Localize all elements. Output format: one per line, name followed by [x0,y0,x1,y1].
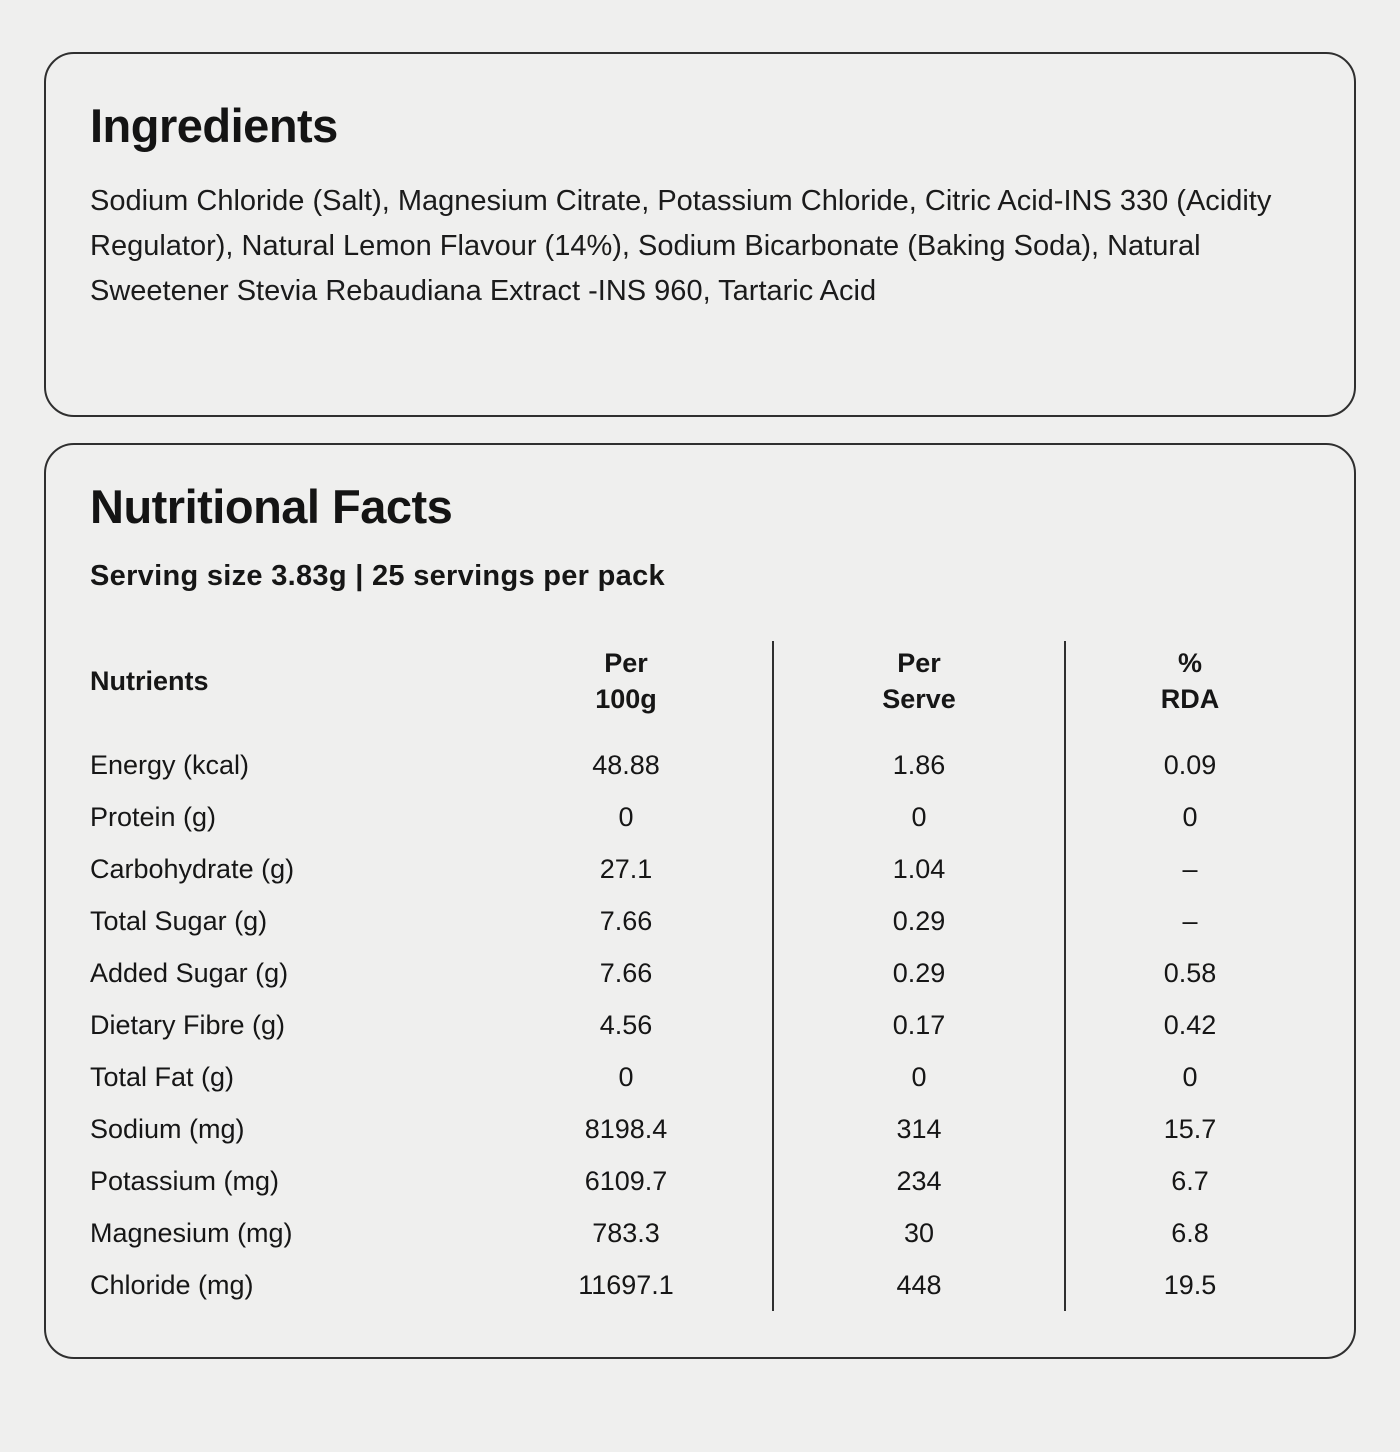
table-row: Protein (g) 0 0 0 [90,791,1314,843]
value-per-serve: 448 [772,1259,1065,1311]
value-per-serve: 30 [772,1207,1065,1259]
table-row: Total Fat (g) 0 0 0 [90,1051,1314,1103]
value-per-serve: 1.04 [772,843,1065,895]
table-row: Total Sugar (g) 7.66 0.29 – [90,895,1314,947]
nutrient-name: Total Sugar (g) [90,905,268,936]
nutrient-name: Chloride (mg) [90,1269,254,1300]
nutrition-facts-card: Nutritional Facts Serving size 3.83g | 2… [44,443,1356,1359]
value-per-serve: 0.29 [772,947,1065,999]
table-row: Potassium (mg) 6109.7 234 6.7 [90,1155,1314,1207]
value-rda: – [1064,843,1314,895]
table-row: Added Sugar (g) 7.66 0.29 0.58 [90,947,1314,999]
nutrient-name: Energy (kcal) [90,749,250,780]
value-per-serve: 1.86 [772,739,1065,791]
value-rda: 0 [1064,1051,1314,1103]
value-per-100g: 7.66 [599,905,653,936]
value-per-100g: 6109.7 [584,1165,668,1196]
table-row: Chloride (mg) 11697.1 448 19.5 [90,1259,1314,1311]
ingredients-card: Ingredients Sodium Chloride (Salt), Magn… [44,52,1356,417]
nutrient-name: Total Fat (g) [90,1061,235,1092]
nutrition-table: Nutrients Per 100g Per Serve % RDA Energ… [90,641,1314,1311]
value-per-serve: 0 [772,1051,1065,1103]
table-row: Energy (kcal) 48.88 1.86 0.09 [90,739,1314,791]
value-per-100g: 783.3 [592,1217,660,1248]
value-per-serve: 234 [772,1155,1065,1207]
value-per-100g: 0 [618,1061,634,1092]
value-rda: 0.58 [1064,947,1314,999]
header-per-serve: Per Serve [772,641,1065,739]
nutrient-name: Sodium (mg) [90,1113,245,1144]
table-row: Magnesium (mg) 783.3 30 6.8 [90,1207,1314,1259]
table-row: Carbohydrate (g) 27.1 1.04 – [90,843,1314,895]
value-per-serve: 0 [772,791,1065,843]
value-rda: – [1064,895,1314,947]
value-per-100g: 7.66 [599,957,653,988]
nutrition-title: Nutritional Facts [90,480,453,533]
table-row: Dietary Fibre (g) 4.56 0.17 0.42 [90,999,1314,1051]
value-rda: 0 [1064,791,1314,843]
value-rda: 0.09 [1064,739,1314,791]
value-per-100g: 8198.4 [584,1113,668,1144]
table-row: Sodium (mg) 8198.4 314 15.7 [90,1103,1314,1155]
value-per-serve: 0.29 [772,895,1065,947]
value-per-100g: 27.1 [599,853,653,884]
value-rda: 0.42 [1064,999,1314,1051]
nutrient-name: Dietary Fibre (g) [90,1009,286,1040]
ingredients-title: Ingredients [90,99,338,152]
nutrient-name: Carbohydrate (g) [90,853,295,884]
value-rda: 6.8 [1064,1207,1314,1259]
nutrient-name: Added Sugar (g) [90,957,289,988]
header-per-100g: Per 100g [595,648,657,714]
value-rda: 15.7 [1064,1103,1314,1155]
serving-info: Serving size 3.83g | 25 servings per pac… [90,560,665,592]
table-header-row: Nutrients Per 100g Per Serve % RDA [90,641,1314,739]
value-per-100g: 48.88 [592,749,660,780]
value-rda: 19.5 [1064,1259,1314,1311]
value-per-100g: 11697.1 [578,1269,674,1300]
value-rda: 6.7 [1064,1155,1314,1207]
value-per-100g: 4.56 [599,1009,653,1040]
nutrient-name: Protein (g) [90,801,217,832]
value-per-serve: 314 [772,1103,1065,1155]
nutrient-name: Potassium (mg) [90,1165,280,1196]
value-per-serve: 0.17 [772,999,1065,1051]
header-rda: % RDA [1064,641,1314,739]
ingredients-text: Sodium Chloride (Salt), Magnesium Citrat… [90,185,1272,307]
value-per-100g: 0 [618,801,634,832]
header-nutrients: Nutrients [90,666,209,696]
nutrient-name: Magnesium (mg) [90,1217,293,1248]
